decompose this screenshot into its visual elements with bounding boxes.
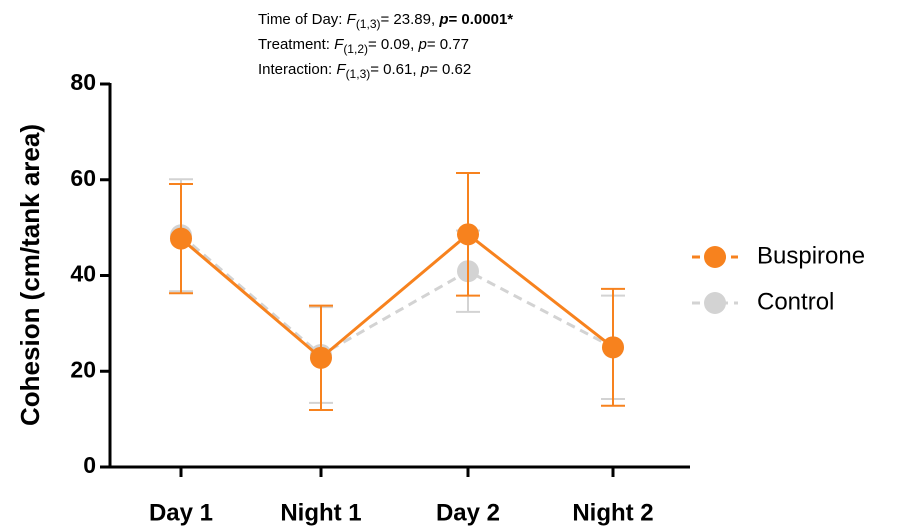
annotation-part: F (347, 11, 357, 28)
annotation-part: = 23.89, (381, 11, 440, 28)
annotation: Time of Day: F(1,3)= 23.89, p= 0.0001* (258, 11, 513, 31)
series-line (180, 232, 614, 360)
annotation-part: = 0.09, (368, 36, 418, 53)
annotation-part: (1,3) (356, 17, 381, 31)
legend-label: Control (757, 288, 834, 315)
marker (170, 227, 192, 250)
y-tick-label: 60 (70, 165, 96, 191)
annotation-part: p (438, 11, 448, 28)
annotation-part: Interaction: (258, 61, 336, 78)
legend-marker (704, 292, 726, 314)
marker (602, 336, 624, 359)
annotation: Interaction: F(1,3)= 0.61, p= 0.62 (258, 61, 471, 81)
y-tick-label: 0 (83, 452, 96, 478)
marker (457, 223, 479, 246)
y-tick-label: 40 (70, 261, 96, 287)
legend-marker (704, 246, 726, 268)
annotation-part: = 0.77 (427, 36, 469, 53)
annotation-part: = 0.62 (429, 61, 471, 78)
annotation: Treatment: F(1,2)= 0.09, p= 0.77 (258, 36, 469, 56)
annotation-part: = 0.0001* (448, 11, 513, 28)
annotation-part: p (417, 36, 426, 53)
annotation-part: p (420, 61, 429, 78)
annotation-part: F (334, 36, 344, 53)
annotation-part: Time of Day: (258, 11, 347, 28)
y-axis-label: Cohesion (cm/tank area) (15, 124, 45, 426)
marker (310, 346, 332, 369)
x-tick-label: Night 1 (280, 499, 361, 526)
annotation-part: = 0.61, (370, 61, 420, 78)
annotation-part: (1,3) (346, 67, 371, 81)
x-tick-label: Night 2 (572, 499, 653, 526)
annotation-part: Treatment: (258, 36, 334, 53)
y-tick-label: 80 (70, 69, 96, 95)
annotation-part: (1,2) (343, 42, 368, 56)
series-line (180, 234, 614, 357)
x-tick-label: Day 2 (436, 499, 500, 526)
legend-label: Buspirone (757, 242, 865, 269)
x-tick-label: Day 1 (149, 499, 213, 526)
y-tick-label: 20 (70, 356, 96, 382)
annotation-part: F (336, 61, 346, 78)
